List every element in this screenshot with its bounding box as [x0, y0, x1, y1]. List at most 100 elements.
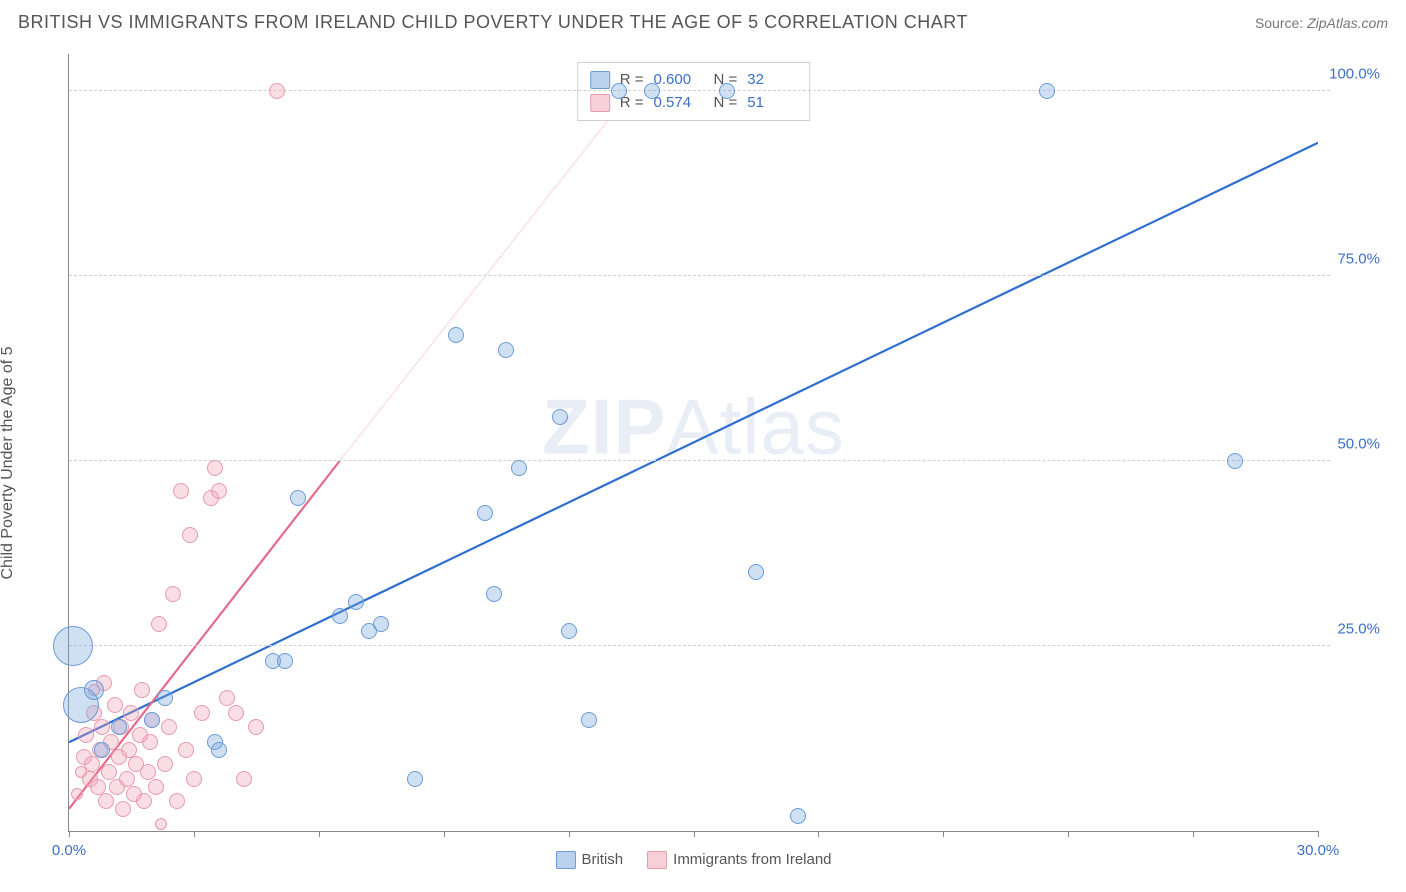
watermark: ZIPAtlas	[542, 381, 845, 472]
data-point	[115, 801, 131, 817]
source-label: Source:	[1255, 15, 1303, 31]
x-tick-mark	[444, 831, 445, 837]
x-tick-label: 0.0%	[52, 842, 86, 859]
data-point	[98, 793, 114, 809]
data-point	[186, 771, 202, 787]
data-point	[477, 505, 493, 521]
data-point	[165, 586, 181, 602]
data-point	[236, 771, 252, 787]
trend-lines	[69, 54, 1318, 831]
data-point	[134, 682, 150, 698]
data-point	[552, 409, 568, 425]
gridline-h	[69, 90, 1330, 91]
y-tick-label: 50.0%	[1337, 436, 1380, 453]
data-point	[748, 564, 764, 580]
data-point	[142, 734, 158, 750]
legend-swatch	[647, 851, 667, 869]
x-tick-mark	[1068, 831, 1069, 837]
data-point	[194, 705, 210, 721]
data-point	[207, 460, 223, 476]
data-point	[101, 764, 117, 780]
legend-series-label: Immigrants from Ireland	[673, 851, 831, 868]
data-point	[561, 623, 577, 639]
data-point	[111, 719, 127, 735]
data-point	[121, 742, 137, 758]
data-point	[719, 83, 735, 99]
legend-n-value: 51	[747, 92, 797, 115]
data-point	[373, 616, 389, 632]
legend-swatch	[555, 851, 575, 869]
data-point	[248, 719, 264, 735]
chart-container: Child Poverty Under the Age of 5 ZIPAtla…	[18, 44, 1388, 882]
data-point	[486, 586, 502, 602]
y-tick-label: 25.0%	[1337, 621, 1380, 638]
gridline-h	[69, 645, 1330, 646]
gridline-h	[69, 275, 1330, 276]
source-attribution: Source: ZipAtlas.com	[1255, 15, 1388, 31]
data-point	[290, 490, 306, 506]
data-point	[211, 483, 227, 499]
data-point	[157, 756, 173, 772]
data-point	[1227, 453, 1243, 469]
data-point	[211, 742, 227, 758]
x-tick-mark	[194, 831, 195, 837]
data-point	[332, 608, 348, 624]
data-point	[511, 460, 527, 476]
data-point	[178, 742, 194, 758]
data-point	[94, 742, 110, 758]
plot-area: ZIPAtlas R =0.600N =32R =0.574N =51 Brit…	[68, 54, 1318, 832]
data-point	[157, 690, 173, 706]
data-point	[269, 83, 285, 99]
data-point	[144, 712, 160, 728]
data-point	[119, 771, 135, 787]
legend-swatch	[590, 94, 610, 112]
data-point	[90, 779, 106, 795]
data-point	[182, 527, 198, 543]
x-tick-label: 30.0%	[1297, 842, 1340, 859]
data-point	[1039, 83, 1055, 99]
data-point	[148, 779, 164, 795]
data-point	[107, 697, 123, 713]
data-point	[611, 83, 627, 99]
legend-r-value: 0.600	[654, 69, 704, 92]
data-point	[173, 483, 189, 499]
data-point	[581, 712, 597, 728]
data-point	[84, 680, 104, 700]
data-point	[348, 594, 364, 610]
x-tick-mark	[69, 831, 70, 837]
legend-series: British Immigrants from Ireland	[555, 851, 831, 869]
data-point	[136, 793, 152, 809]
x-tick-mark	[1318, 831, 1319, 837]
gridline-h	[69, 460, 1330, 461]
data-point	[448, 327, 464, 343]
data-point	[123, 705, 139, 721]
y-axis-label: Child Poverty Under the Age of 5	[0, 346, 17, 579]
data-point	[790, 808, 806, 824]
legend-series-label: British	[581, 851, 623, 868]
data-point	[228, 705, 244, 721]
data-point	[140, 764, 156, 780]
x-tick-mark	[1193, 831, 1194, 837]
data-point	[84, 756, 100, 772]
data-point	[169, 793, 185, 809]
data-point	[71, 788, 83, 800]
data-point	[94, 719, 110, 735]
legend-series-item: British	[555, 851, 623, 869]
x-tick-mark	[818, 831, 819, 837]
data-point	[277, 653, 293, 669]
data-point	[407, 771, 423, 787]
data-point	[644, 83, 660, 99]
x-tick-mark	[943, 831, 944, 837]
data-point	[53, 626, 93, 666]
source-value: ZipAtlas.com	[1307, 15, 1388, 31]
data-point	[155, 818, 167, 830]
data-point	[161, 719, 177, 735]
data-point	[78, 727, 94, 743]
x-tick-mark	[319, 831, 320, 837]
x-tick-mark	[694, 831, 695, 837]
y-tick-label: 100.0%	[1329, 66, 1380, 83]
chart-title: BRITISH VS IMMIGRANTS FROM IRELAND CHILD…	[18, 12, 968, 33]
x-tick-mark	[569, 831, 570, 837]
legend-n-value: 32	[747, 69, 797, 92]
legend-swatch	[590, 71, 610, 89]
